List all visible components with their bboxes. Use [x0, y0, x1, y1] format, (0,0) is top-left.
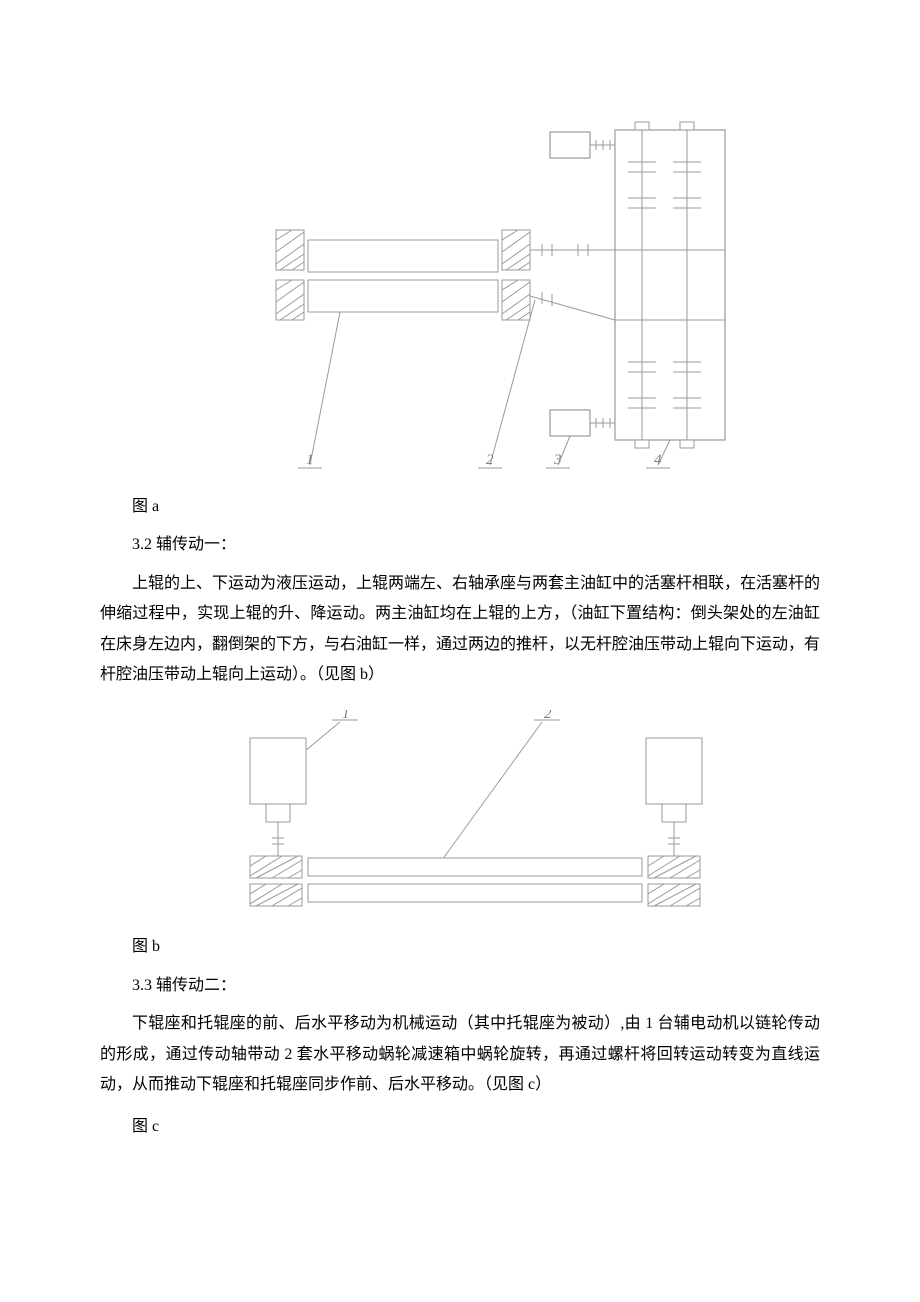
figure-a-svg: 1 2 3 4	[180, 80, 740, 480]
figure-b-caption: 图 b	[100, 932, 820, 962]
figure-b: 1 2	[100, 710, 820, 920]
figA-label-4: 4	[654, 452, 662, 468]
figA-label-2: 2	[486, 452, 494, 468]
section-3-3-para: 下辊座和托辊座的前、后水平移动为机械运动（其中托辊座为被动）,由 1 台辅电动机…	[100, 1009, 820, 1100]
figure-c-caption: 图 c	[100, 1112, 820, 1142]
section-3-2-heading: 3.2 辅传动一：	[100, 530, 820, 560]
figure-b-svg: 1 2	[180, 710, 740, 920]
figB-label-1: 1	[342, 710, 350, 722]
figB-label-2: 2	[544, 710, 552, 722]
figure-a: 1 2 3 4	[100, 80, 820, 480]
figA-label-1: 1	[306, 452, 314, 468]
figure-a-caption: 图 a	[100, 492, 820, 522]
section-3-3-heading: 3.3 辅传动二：	[100, 971, 820, 1001]
figA-label-3: 3	[553, 452, 562, 468]
section-3-2-para: 上辊的上、下运动为液压运动，上辊两端左、右轴承座与两套主油缸中的活塞杆相联，在活…	[100, 569, 820, 691]
